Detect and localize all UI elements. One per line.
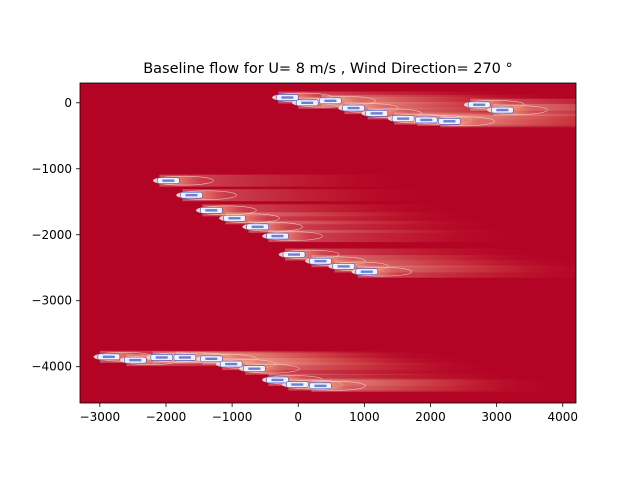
turbine-core bbox=[314, 384, 327, 388]
turbine-core bbox=[301, 101, 314, 104]
x-tick-label: 1000 bbox=[349, 410, 380, 424]
x-tick-label: 4000 bbox=[547, 410, 578, 424]
x-tick-label: 3000 bbox=[481, 410, 512, 424]
y-axis: 0 −1000 −2000 −3000 −4000 bbox=[31, 96, 80, 374]
y-tick-label: −3000 bbox=[31, 294, 72, 308]
chart-title: Baseline flow for U= 8 m/s , Wind Direct… bbox=[143, 61, 513, 77]
turbine-core bbox=[205, 357, 218, 360]
wake-layer bbox=[93, 91, 576, 392]
wake-trail bbox=[159, 174, 420, 187]
turbine-core bbox=[473, 103, 486, 106]
wake-trail bbox=[182, 189, 443, 202]
turbine-core bbox=[162, 179, 175, 182]
x-axis: −3000 −2000 −1000 0 1000 2000 3000 4000 bbox=[80, 403, 578, 424]
y-tick-label: −2000 bbox=[31, 228, 72, 242]
turbine-layer bbox=[97, 94, 514, 390]
turbine-core bbox=[271, 378, 284, 382]
turbine-core bbox=[248, 367, 261, 370]
turbine-core bbox=[496, 108, 509, 112]
turbine-core bbox=[225, 362, 238, 366]
turbine-core bbox=[185, 193, 198, 197]
y-tick-label: 0 bbox=[64, 96, 72, 110]
x-tick-label: −3000 bbox=[80, 410, 121, 424]
turbine-core bbox=[155, 356, 168, 359]
turbine-core bbox=[314, 259, 327, 263]
turbine-core bbox=[397, 117, 410, 120]
turbine-core bbox=[420, 118, 433, 122]
turbine-core bbox=[178, 356, 191, 359]
plot-frame bbox=[79, 82, 577, 404]
wake-trail bbox=[357, 265, 576, 278]
turbine-core bbox=[251, 225, 264, 229]
turbine-core bbox=[281, 96, 294, 99]
turbine-core bbox=[347, 106, 360, 110]
turbine-core bbox=[370, 112, 383, 115]
wake-trail bbox=[268, 230, 529, 243]
turbine-core bbox=[291, 383, 304, 386]
x-tick-label: −2000 bbox=[146, 410, 187, 424]
turbine-core bbox=[443, 120, 456, 123]
y-tick-label: −1000 bbox=[31, 162, 72, 176]
x-tick-label: −1000 bbox=[212, 410, 253, 424]
turbine-core bbox=[129, 358, 142, 362]
turbine-core bbox=[360, 270, 373, 273]
x-tick-label: 2000 bbox=[415, 410, 446, 424]
turbine-core bbox=[102, 355, 115, 359]
wake-trail bbox=[245, 362, 506, 375]
y-tick-label: −4000 bbox=[31, 360, 72, 374]
wake-trail bbox=[248, 220, 509, 233]
turbine-core bbox=[271, 234, 284, 238]
turbine-core bbox=[337, 265, 350, 268]
turbine-core bbox=[324, 99, 337, 103]
turbine-core bbox=[205, 209, 218, 212]
x-tick-label: 0 bbox=[294, 410, 302, 424]
turbine-core bbox=[228, 217, 241, 220]
turbine-core bbox=[288, 253, 301, 256]
wake-trail bbox=[311, 379, 572, 392]
plot-area bbox=[80, 83, 576, 403]
